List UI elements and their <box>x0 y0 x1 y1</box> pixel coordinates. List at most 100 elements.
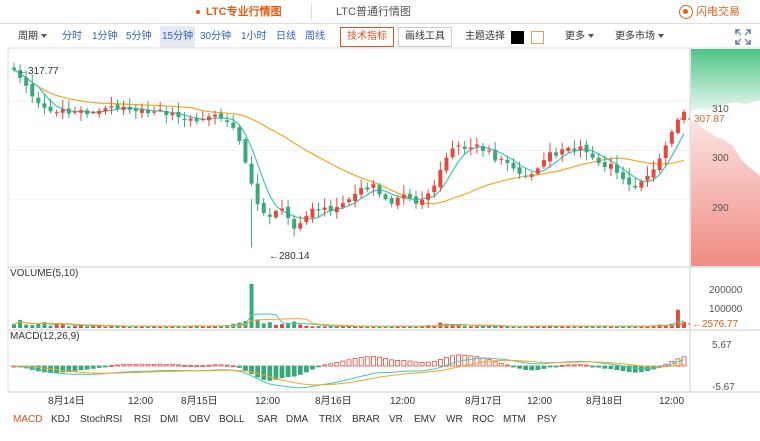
high-marker: ← 317.77 <box>18 66 59 77</box>
candle-body <box>231 122 236 128</box>
candle-body <box>267 214 272 217</box>
candle-body <box>487 150 492 152</box>
macd-bar <box>498 362 504 367</box>
volume-bar <box>353 326 358 328</box>
candle-body <box>383 194 388 200</box>
more-menu[interactable]: 更多 <box>565 26 594 48</box>
indicator-stochrsi[interactable]: StochRSI <box>80 414 123 425</box>
indicator-brar[interactable]: BRAR <box>352 414 380 425</box>
candle-body <box>426 193 431 200</box>
macd-bar <box>84 365 90 370</box>
indicator-boll[interactable]: BOLL <box>219 414 245 425</box>
time-label: 8月16日 <box>315 395 352 407</box>
candle-body <box>474 144 479 147</box>
candle-body <box>657 158 662 171</box>
tab-ltc-pro-chart[interactable]: LTC专业行情图 <box>196 0 282 24</box>
indicator-rsi[interactable]: RSI <box>134 414 151 425</box>
current-volume-arrow-icon: ← <box>692 319 702 330</box>
period-30min[interactable]: 30分钟 <box>200 31 232 42</box>
macd-bar <box>614 365 620 371</box>
indicator-macd[interactable]: MACD <box>13 414 43 425</box>
more-markets-menu[interactable]: 更多市场 <box>615 26 664 48</box>
tech-indicators-button[interactable]: 技术指标 <box>340 27 394 47</box>
period-5min[interactable]: 5分钟 <box>126 31 152 42</box>
period-daily[interactable]: 日线 <box>276 31 296 42</box>
candle-body <box>139 109 144 113</box>
macd-bar <box>407 360 413 367</box>
bid-depth-area <box>691 119 760 266</box>
candle-body <box>590 153 595 158</box>
indicator-roc[interactable]: ROC <box>472 414 495 425</box>
macd-bar <box>316 365 321 368</box>
indicator-trix[interactable]: TRIX <box>319 414 342 425</box>
volume-bar <box>639 326 644 328</box>
indicator-dma[interactable]: DMA <box>286 414 309 425</box>
time-label: 8月18日 <box>586 395 623 407</box>
volume-bar <box>310 326 315 328</box>
candle-body <box>310 208 315 218</box>
flash-trade-link[interactable]: 闪电交易 <box>679 4 740 20</box>
candle-body <box>511 163 516 169</box>
drawing-tools-button[interactable]: 画线工具 <box>398 27 452 47</box>
macd-bar <box>163 364 169 367</box>
macd-bar <box>468 355 474 367</box>
candlesticks <box>12 62 686 248</box>
volume-bar <box>554 326 559 328</box>
indicator-obv[interactable]: OBV <box>189 414 211 425</box>
period-1hour[interactable]: 1小时 <box>241 31 267 42</box>
indicator-mtm[interactable]: MTM <box>503 414 526 425</box>
macd-bar <box>377 356 382 367</box>
volume-bar <box>541 326 546 328</box>
volume-bar <box>487 325 492 328</box>
ask-depth-area <box>691 49 760 112</box>
tab-ltc-normal-chart[interactable]: LTC普通行情图 <box>336 0 411 24</box>
fullscreen-icon[interactable] <box>734 28 752 46</box>
volume-panel-title: VOLUME(5,10) <box>10 268 78 279</box>
theme-light-swatch[interactable] <box>531 31 544 44</box>
indicator-psy[interactable]: PSY <box>537 414 558 425</box>
volume-bar <box>493 326 498 328</box>
indicator-kdj[interactable]: KDJ <box>51 414 70 425</box>
candle-body <box>334 207 339 213</box>
volume-bar <box>298 324 303 328</box>
indicator-vr[interactable]: VR <box>389 414 403 425</box>
candle-body <box>249 163 254 184</box>
indicator-wr[interactable]: WR <box>446 414 463 425</box>
macd-bar <box>401 360 407 367</box>
candle-body <box>109 106 114 108</box>
period-menu[interactable]: 周期 <box>18 26 47 48</box>
macd-bar <box>200 365 206 367</box>
candle-body <box>60 109 65 113</box>
candle-body <box>627 177 632 185</box>
macd-bar <box>151 363 157 367</box>
macd-bar <box>456 354 462 367</box>
indicator-emv[interactable]: EMV <box>414 414 436 425</box>
candle-body <box>420 199 425 205</box>
period-15min[interactable]: 15分钟 <box>160 26 196 48</box>
volume-bar <box>164 326 169 328</box>
candle-body <box>651 169 656 178</box>
volume-bar <box>627 325 632 328</box>
macd-bar <box>127 363 133 367</box>
macd-dif-line <box>13 357 685 389</box>
indicator-dmi[interactable]: DMI <box>160 414 179 425</box>
candle-body <box>48 106 53 112</box>
macd-bar <box>486 359 492 367</box>
volume-bar <box>359 325 364 328</box>
volume-bar <box>682 322 686 328</box>
period-1min[interactable]: 1分钟 <box>92 31 118 42</box>
volume-bar <box>273 324 278 328</box>
volume-bar <box>566 326 571 328</box>
period-timeshare[interactable]: 分时 <box>62 31 82 42</box>
candle-body <box>572 148 577 151</box>
macd-bar <box>340 360 346 367</box>
indicator-sar[interactable]: SAR <box>257 414 278 425</box>
volume-bar <box>133 326 138 328</box>
volume-bar <box>219 326 224 328</box>
theme-dark-swatch[interactable] <box>511 31 524 44</box>
period-weekly[interactable]: 周线 <box>305 31 325 42</box>
macd-tick-top: 5.67 <box>712 340 732 351</box>
volume-bar <box>206 325 211 328</box>
time-label: 12:00 <box>659 396 684 407</box>
